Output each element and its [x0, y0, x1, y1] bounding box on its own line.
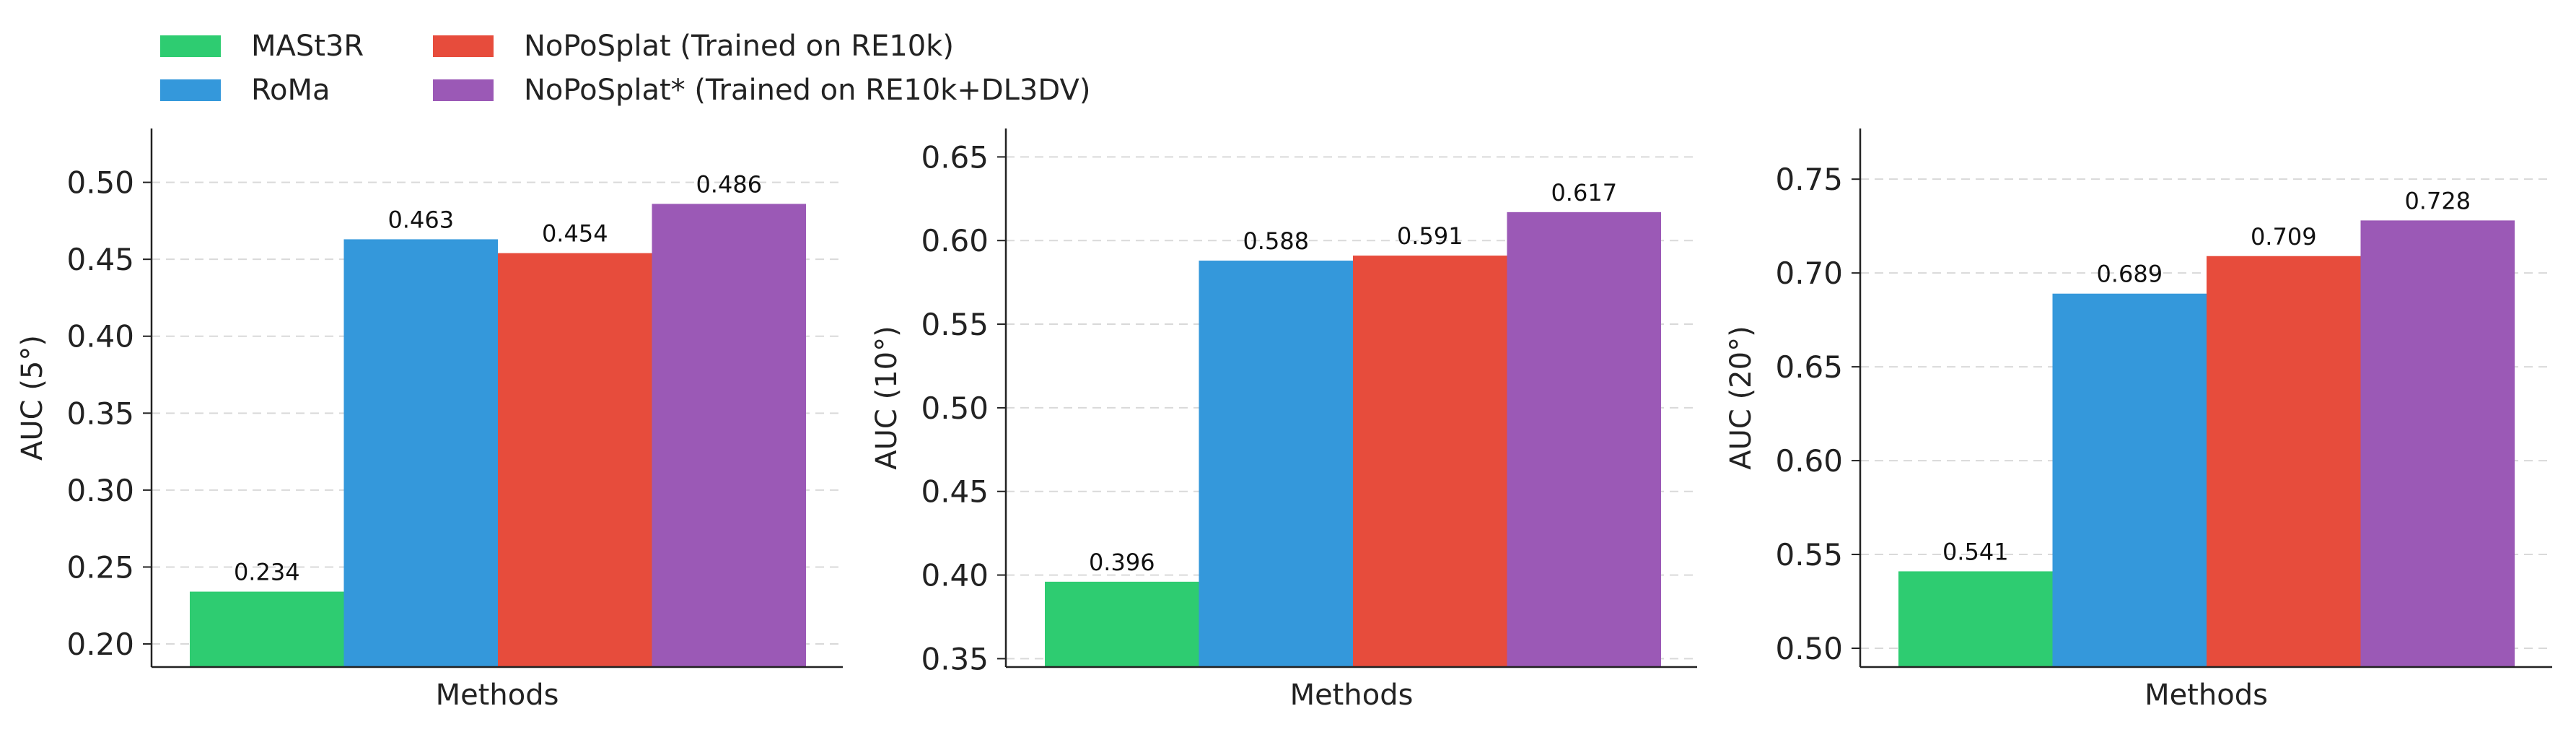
y-tick-label: 0.20 [66, 627, 134, 662]
y-tick-label: 0.60 [1775, 443, 1843, 479]
bar-value-label: 0.728 [2404, 187, 2471, 214]
y-tick-label: 0.35 [921, 641, 989, 676]
bar-2 [343, 239, 498, 667]
y-tick-label: 0.25 [66, 549, 134, 585]
chart-legend: MASt3R RoMa NoPoSplat (Trained on RE10k)… [160, 26, 1243, 113]
bar-1 [190, 591, 344, 667]
y-tick-label: 0.55 [921, 307, 989, 342]
y-tick-label: 0.55 [1775, 537, 1843, 572]
legend-label-roma: RoMa [251, 74, 330, 107]
bar-value-label: 0.486 [696, 170, 762, 198]
y-axis-label: AUC (5°) [16, 335, 49, 461]
y-tick-label: 0.65 [921, 139, 989, 175]
y-tick-label: 0.40 [921, 558, 989, 593]
bar-value-label: 0.234 [234, 559, 300, 586]
y-tick-label: 0.65 [1775, 349, 1843, 385]
y-axis-label: AUC (20°) [1725, 326, 1758, 469]
legend-item-noposplat-star: NoPoSplat* (Trained on RE10k+DL3DV) [433, 74, 1091, 107]
bar-1 [1898, 571, 2053, 667]
x-axis-label: Methods [436, 679, 559, 712]
y-tick-label: 0.75 [1775, 162, 1843, 197]
y-axis-label: AUC (10°) [870, 326, 903, 469]
legend-swatch-noposplat-star [433, 79, 494, 101]
bar-2 [1199, 261, 1353, 667]
bar-value-label: 0.591 [1397, 222, 1463, 250]
legend-label-noposplat-star: NoPoSplat* (Trained on RE10k+DL3DV) [524, 74, 1091, 107]
x-axis-label: Methods [1290, 679, 1414, 712]
bar-value-label: 0.588 [1243, 227, 1309, 255]
bar-value-label: 0.689 [2096, 261, 2163, 288]
y-tick-label: 0.50 [1775, 631, 1843, 666]
legend-item-noposplat: NoPoSplat (Trained on RE10k) [433, 30, 954, 63]
legend-item-roma: RoMa [160, 74, 330, 107]
bar-3 [1353, 256, 1507, 667]
y-tick-label: 0.50 [921, 391, 989, 426]
legend-label-mast3r: MASt3R [251, 30, 364, 63]
legend-item-mast3r: MASt3R [160, 30, 364, 63]
y-tick-label: 0.50 [66, 165, 134, 201]
bar-value-label: 0.396 [1089, 549, 1155, 576]
bar-4 [2360, 220, 2515, 667]
bar-value-label: 0.454 [542, 220, 608, 248]
bar-value-label: 0.463 [387, 206, 454, 233]
y-tick-label: 0.70 [1775, 256, 1843, 291]
bar-3 [2207, 256, 2361, 667]
legend-swatch-noposplat [433, 35, 494, 57]
bar-value-label: 0.709 [2251, 223, 2317, 250]
y-tick-label: 0.45 [921, 474, 989, 510]
bar-3 [498, 253, 652, 667]
y-tick-label: 0.35 [66, 396, 134, 431]
bar-2 [2052, 293, 2207, 668]
bar-value-label: 0.617 [1551, 179, 1617, 206]
legend-swatch-mast3r [160, 35, 221, 57]
y-tick-label: 0.30 [66, 473, 134, 508]
bar-4 [1507, 212, 1661, 667]
x-axis-label: Methods [2145, 679, 2268, 712]
y-tick-label: 0.40 [66, 319, 134, 354]
y-tick-label: 0.60 [921, 223, 989, 258]
bar-value-label: 0.541 [1942, 538, 2009, 565]
bar-1 [1045, 581, 1199, 667]
legend-swatch-roma [160, 79, 221, 101]
legend-label-noposplat: NoPoSplat (Trained on RE10k) [524, 30, 954, 63]
bar-4 [652, 204, 806, 667]
y-tick-label: 0.45 [66, 242, 134, 277]
